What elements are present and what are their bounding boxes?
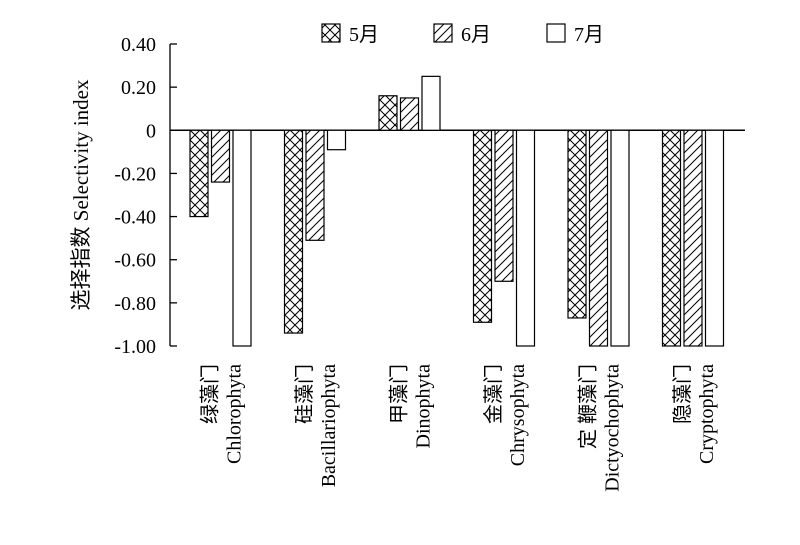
bar-5m-0 <box>189 129 209 218</box>
legend-label: 5月 <box>349 24 379 46</box>
y-axis-title: 选择指数 Selectivity index <box>69 79 93 310</box>
y-axis: 0.40 0.20 0 -0.20 -0.40 -0.60 -0.80 -1.00 <box>114 34 745 358</box>
bar-5m-4 <box>567 129 587 319</box>
category-labels: 绿藻门 Chlorophyta 硅藻门 Bacillariophyta 甲藻门 Dinop… <box>199 364 719 492</box>
bar-7m-2 <box>421 75 441 131</box>
bar-6m-2 <box>399 97 420 131</box>
category-label-cn: 硅藻门 <box>293 364 316 424</box>
y-tick-label: -0.80 <box>114 293 156 315</box>
bar-7m-3 <box>515 129 536 347</box>
category-label-en: Cryptophyta <box>696 364 718 464</box>
category-label-en: Dinophyta <box>413 364 435 449</box>
y-tick-label: 0 <box>146 120 156 142</box>
legend: 5月 6月 7月 <box>321 23 604 46</box>
bar-6m-1 <box>305 129 325 241</box>
category-label-cn: 绿藻门 <box>199 364 222 424</box>
legend-swatch <box>546 23 566 43</box>
y-tick-label: -0.40 <box>114 207 156 229</box>
legend-label: 7月 <box>574 24 604 46</box>
y-tick-label: -1.00 <box>114 336 156 358</box>
category-label-en: Bacillariophyta <box>318 364 340 487</box>
y-tick-label: 0.20 <box>121 77 156 99</box>
bar-5m-5 <box>661 129 682 347</box>
bar-5m-3 <box>472 129 493 323</box>
bar-7m-5 <box>704 129 725 347</box>
category-label-en: Chrysophyta <box>507 364 529 466</box>
legend-swatch <box>321 23 341 43</box>
legend-label: 6月 <box>461 24 491 46</box>
bar-7m-0 <box>232 129 252 347</box>
category-label-cn: 甲藻门 <box>388 364 411 424</box>
bar-6m-0 <box>210 129 231 183</box>
legend-swatch <box>433 23 453 43</box>
bar-7m-1 <box>326 129 347 151</box>
bar-5m-1 <box>283 129 304 334</box>
y-tick-label: -0.60 <box>114 250 156 272</box>
y-tick-label: 0.40 <box>121 34 156 56</box>
category-label-cn: 金藻门 <box>482 364 505 424</box>
y-tick-label: -0.20 <box>114 163 156 185</box>
bar-6m-4 <box>588 129 609 347</box>
bar-7m-4 <box>610 129 630 347</box>
category-label-en: Dictyochophyta <box>602 364 624 492</box>
bar-5m-2 <box>378 95 398 131</box>
bar-6m-3 <box>494 129 514 282</box>
category-label-cn: 定 鞭藻门 <box>577 364 600 449</box>
category-label-cn: 隐藻门 <box>671 364 694 424</box>
category-label-en: Chlorophyta <box>224 364 246 464</box>
bars <box>189 75 725 347</box>
bar-6m-5 <box>683 129 703 347</box>
